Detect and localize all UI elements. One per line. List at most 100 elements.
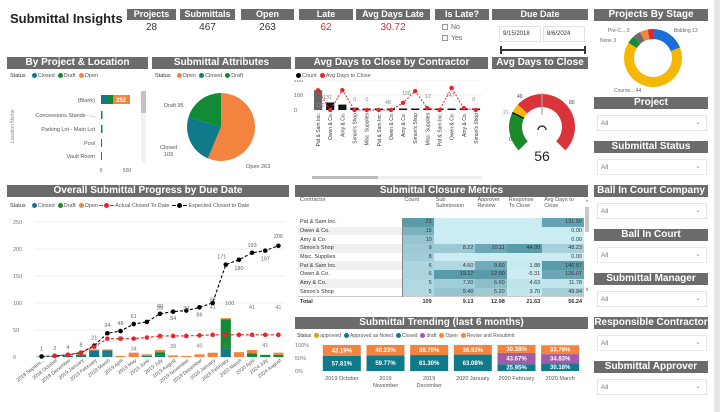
table-row[interactable]: Pat & Sam Inc. 21 131.50 (298, 218, 584, 227)
bar-closed[interactable] (101, 125, 103, 133)
avg-days-point[interactable] (461, 106, 466, 111)
actual-point[interactable] (65, 352, 71, 358)
table-row[interactable]: Owen & Co. 15 0.00 (298, 226, 584, 236)
is-late-yes-checkbox[interactable]: Yes (442, 35, 462, 42)
bar-draft[interactable] (273, 354, 284, 357)
bar-open[interactable] (168, 355, 179, 357)
trend-bar-closed[interactable] (497, 364, 536, 371)
column-header[interactable]: Count (404, 197, 420, 203)
trend-bar-closed[interactable] (541, 363, 580, 371)
expected-point[interactable] (210, 300, 215, 306)
bar-closed[interactable] (89, 350, 100, 357)
actual-point[interactable] (52, 353, 58, 359)
scrollbar-track[interactable] (141, 91, 146, 163)
avg-days-point[interactable] (328, 107, 333, 113)
expected-point[interactable] (157, 311, 163, 317)
column-header[interactable]: Approver Review (477, 197, 500, 209)
donut-slice-none[interactable] (628, 36, 641, 48)
actual-point[interactable] (105, 336, 110, 341)
slider-start-handle[interactable] (500, 46, 502, 54)
expected-point[interactable] (184, 308, 189, 313)
trend-bar-open[interactable] (322, 345, 361, 356)
avg-days-point[interactable] (364, 107, 369, 113)
trend-bar-open[interactable] (497, 345, 536, 353)
avg-days-point[interactable] (388, 107, 394, 113)
column-header[interactable]: Response To Close (508, 197, 534, 209)
column-header[interactable]: Avg Days to Close (544, 197, 574, 209)
due-date-start-input[interactable]: 9/15/2018 (499, 26, 541, 42)
expected-point[interactable] (144, 319, 150, 325)
actual-point[interactable] (210, 332, 215, 338)
trend-bar-closed[interactable] (322, 355, 361, 371)
bar-open[interactable] (220, 318, 231, 320)
chart-scrollbar-thumb[interactable] (312, 176, 378, 179)
scrollbar-thumb[interactable] (141, 91, 146, 113)
expected-point[interactable] (236, 257, 242, 263)
avg-days-point[interactable] (473, 107, 479, 113)
expected-point[interactable] (131, 321, 136, 327)
due-date-end-input[interactable]: 8/6/2024 (543, 26, 585, 42)
trend-bar-closed[interactable] (410, 355, 449, 371)
bar-open[interactable] (115, 355, 126, 357)
scroll-down-icon[interactable]: v (586, 287, 589, 293)
trend-bar-draft[interactable] (541, 354, 580, 364)
filter-project-dropdown[interactable]: All ⌄ (597, 115, 707, 131)
trend-bar-open[interactable] (410, 345, 449, 356)
actual-point[interactable] (276, 332, 281, 338)
bar-open[interactable] (194, 354, 205, 357)
actual-point[interactable] (91, 344, 97, 350)
filter-status-dropdown[interactable]: All ⌄ (597, 159, 707, 175)
donut-slice-other[interactable] (633, 32, 645, 44)
count-bar[interactable] (447, 108, 456, 111)
bar-open[interactable] (247, 349, 258, 354)
pie-slice-open[interactable] (207, 93, 255, 161)
bar-closed[interactable] (101, 95, 107, 104)
avg-days-point[interactable] (449, 85, 454, 91)
avg-days-point[interactable] (315, 88, 321, 93)
bar-closed[interactable] (102, 350, 113, 357)
trend-bar-open[interactable] (366, 345, 405, 356)
donut-slice-misc[interactable] (647, 29, 653, 40)
avg-days-point[interactable] (340, 88, 345, 93)
bar-open[interactable] (102, 349, 113, 351)
bar-closed[interactable] (141, 355, 152, 357)
bar-open[interactable] (154, 349, 166, 353)
expected-point[interactable] (118, 328, 123, 334)
chart-scrollbar-track[interactable] (312, 176, 482, 179)
expected-point[interactable] (249, 250, 255, 256)
due-date-slider[interactable] (499, 45, 589, 55)
count-bar[interactable] (338, 104, 347, 110)
avg-days-point[interactable] (413, 88, 418, 94)
slider-end-handle[interactable] (584, 46, 586, 54)
bar-closed[interactable] (220, 348, 231, 357)
filter-bic-company-dropdown[interactable]: All ⌄ (597, 203, 707, 219)
table-scrollbar[interactable]: ^ v (584, 198, 590, 303)
pie-slice-draft[interactable] (188, 93, 221, 127)
column-header[interactable]: Sub Submission (435, 197, 465, 209)
table-row[interactable]: Amy & Co. 10 0.00 (298, 235, 584, 245)
table-row[interactable]: Pat & Sam Inc. 6 4.60 9.60 1.88 146.57 (298, 261, 584, 271)
trend-bar-open[interactable] (453, 345, 492, 355)
bar-closed[interactable] (154, 355, 166, 357)
avg-days-point[interactable] (352, 107, 357, 113)
bar-open[interactable] (128, 352, 139, 357)
bar-open[interactable] (181, 355, 192, 357)
donut-slice-course[interactable] (624, 42, 682, 87)
actual-point[interactable] (144, 335, 150, 340)
actual-point[interactable] (249, 332, 255, 338)
table-row[interactable]: Amy & Co. 5 7.20 6.60 4.63 11.78 (298, 278, 584, 288)
avg-days-point[interactable] (437, 107, 442, 113)
page-scrollbar[interactable] (714, 0, 720, 412)
expected-point[interactable] (197, 305, 202, 310)
bar-draft[interactable] (154, 352, 166, 356)
expected-point[interactable] (170, 309, 176, 314)
bar-closed[interactable] (101, 152, 102, 160)
avg-days-point[interactable] (400, 100, 406, 105)
expected-point[interactable] (276, 243, 281, 249)
bar-closed[interactable] (101, 139, 102, 147)
actual-point[interactable] (131, 336, 136, 341)
actual-point[interactable] (262, 332, 268, 338)
count-bar[interactable] (314, 90, 323, 110)
trend-bar-closed[interactable] (453, 354, 492, 371)
actual-point[interactable] (170, 333, 176, 339)
